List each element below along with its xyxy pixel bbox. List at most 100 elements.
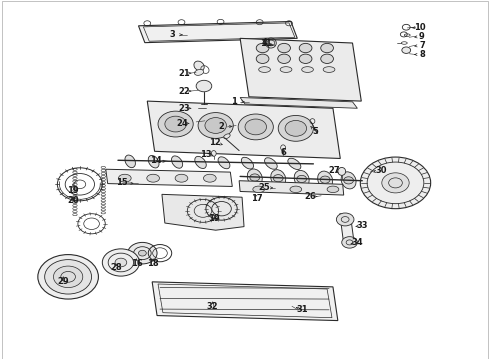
Text: 19: 19 <box>208 214 220 223</box>
Polygon shape <box>340 214 354 245</box>
Polygon shape <box>106 169 232 186</box>
Ellipse shape <box>327 186 339 193</box>
Text: 7: 7 <box>419 41 425 50</box>
Ellipse shape <box>288 158 301 170</box>
Ellipse shape <box>198 104 205 108</box>
Ellipse shape <box>172 156 183 168</box>
Ellipse shape <box>242 157 253 169</box>
Polygon shape <box>152 282 338 320</box>
Text: 16: 16 <box>131 259 143 268</box>
Circle shape <box>402 47 411 53</box>
Circle shape <box>53 266 83 288</box>
Text: 9: 9 <box>419 32 425 41</box>
Circle shape <box>256 43 269 53</box>
Circle shape <box>139 250 147 256</box>
Text: 27: 27 <box>328 166 340 175</box>
Circle shape <box>278 43 291 53</box>
Circle shape <box>297 175 307 183</box>
Circle shape <box>299 54 312 63</box>
Circle shape <box>382 173 409 193</box>
Circle shape <box>128 242 157 264</box>
Text: 8: 8 <box>419 50 425 59</box>
Circle shape <box>285 121 307 136</box>
Circle shape <box>102 249 140 276</box>
Ellipse shape <box>223 134 230 139</box>
Circle shape <box>342 237 357 248</box>
Text: 17: 17 <box>251 194 263 203</box>
Ellipse shape <box>253 186 265 193</box>
Circle shape <box>245 119 267 135</box>
Circle shape <box>45 260 92 294</box>
Circle shape <box>198 113 233 138</box>
Circle shape <box>158 111 193 137</box>
Text: 3: 3 <box>170 30 175 39</box>
Text: 28: 28 <box>110 264 122 273</box>
Text: 25: 25 <box>259 183 270 192</box>
Circle shape <box>343 177 353 184</box>
Text: 34: 34 <box>351 238 363 247</box>
Ellipse shape <box>195 156 206 168</box>
Circle shape <box>267 40 275 46</box>
Ellipse shape <box>147 174 159 182</box>
Text: 20: 20 <box>67 195 79 204</box>
Text: 29: 29 <box>57 276 69 285</box>
Polygon shape <box>147 101 340 158</box>
Ellipse shape <box>195 69 204 75</box>
Text: 19: 19 <box>67 185 79 194</box>
Circle shape <box>115 258 127 267</box>
Text: 10: 10 <box>414 23 426 32</box>
Text: 12: 12 <box>209 138 221 147</box>
Ellipse shape <box>194 61 204 71</box>
Circle shape <box>320 176 330 183</box>
Ellipse shape <box>271 170 286 187</box>
Ellipse shape <box>290 186 302 193</box>
Circle shape <box>360 157 431 209</box>
Circle shape <box>196 80 212 92</box>
Circle shape <box>205 118 226 134</box>
Text: 4: 4 <box>262 38 268 47</box>
Ellipse shape <box>148 156 159 168</box>
Circle shape <box>238 114 273 140</box>
Polygon shape <box>239 181 343 195</box>
Ellipse shape <box>125 155 135 168</box>
Ellipse shape <box>218 157 230 169</box>
Text: 22: 22 <box>178 86 190 95</box>
Text: 1: 1 <box>231 97 237 106</box>
Ellipse shape <box>203 174 216 182</box>
Polygon shape <box>240 98 357 108</box>
Circle shape <box>299 43 312 53</box>
Circle shape <box>321 43 333 53</box>
Text: 6: 6 <box>280 148 286 157</box>
Text: 2: 2 <box>219 122 224 131</box>
Circle shape <box>278 116 314 141</box>
Polygon shape <box>240 39 361 101</box>
Ellipse shape <box>294 170 309 188</box>
Ellipse shape <box>323 67 335 72</box>
Circle shape <box>336 213 354 226</box>
Circle shape <box>321 54 333 63</box>
Ellipse shape <box>318 171 333 188</box>
Text: 13: 13 <box>200 150 212 159</box>
Polygon shape <box>139 22 297 42</box>
Circle shape <box>165 116 186 132</box>
Circle shape <box>273 175 283 182</box>
Text: 26: 26 <box>305 192 317 201</box>
Text: 15: 15 <box>116 178 128 187</box>
Ellipse shape <box>341 172 356 189</box>
Ellipse shape <box>259 67 270 72</box>
Ellipse shape <box>265 158 277 169</box>
Text: 31: 31 <box>297 305 309 314</box>
Ellipse shape <box>247 169 262 186</box>
Text: 33: 33 <box>357 221 368 230</box>
Ellipse shape <box>175 174 188 182</box>
Ellipse shape <box>119 174 131 182</box>
Text: 18: 18 <box>147 259 159 268</box>
Text: 24: 24 <box>176 119 188 128</box>
Circle shape <box>250 174 260 181</box>
Text: 5: 5 <box>313 127 318 136</box>
Text: 23: 23 <box>178 104 190 113</box>
Ellipse shape <box>302 67 314 72</box>
Circle shape <box>38 255 98 299</box>
Ellipse shape <box>280 67 292 72</box>
Text: 11: 11 <box>260 39 272 48</box>
